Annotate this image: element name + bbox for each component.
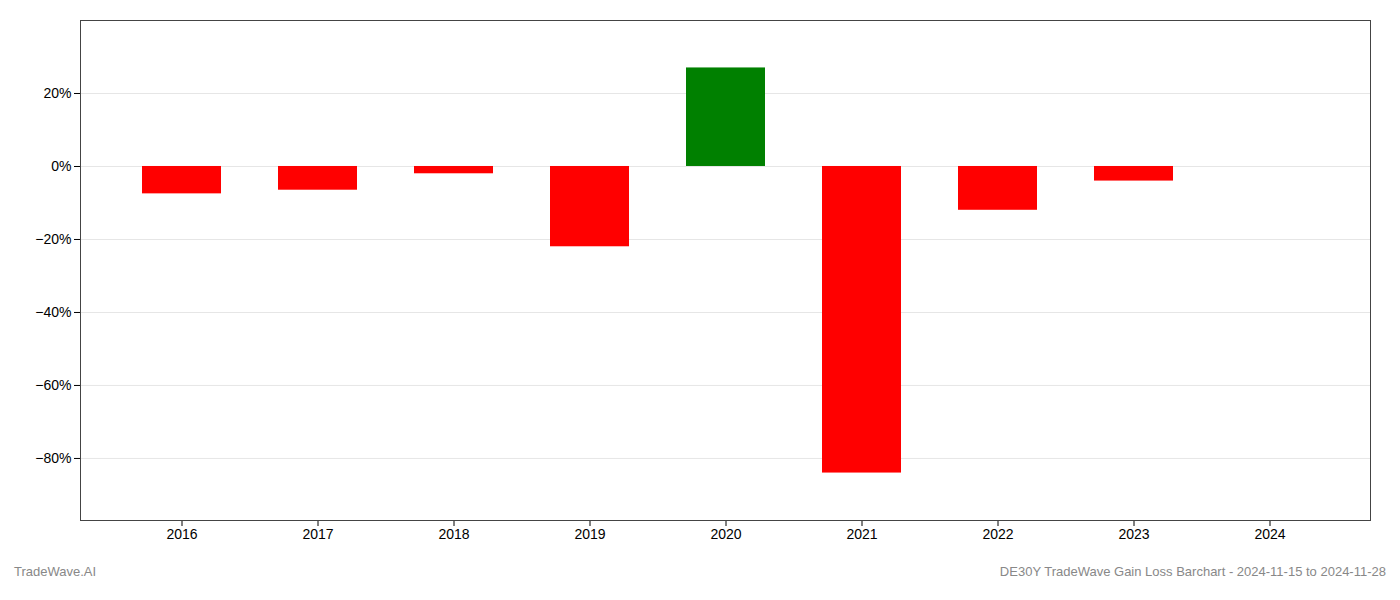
svg-text:2018: 2018 [438, 526, 469, 542]
svg-text:2022: 2022 [982, 526, 1013, 542]
svg-text:20%: 20% [43, 85, 71, 101]
svg-text:2020: 2020 [710, 526, 741, 542]
svg-text:2016: 2016 [166, 526, 197, 542]
svg-text:−80%: −80% [35, 450, 71, 466]
html-text:TradeWave.AI: TradeWave.AI [14, 564, 97, 579]
svg-text:0%: 0% [51, 158, 71, 174]
svg-text:−20%: −20% [35, 231, 71, 247]
svg-text:2024: 2024 [1254, 526, 1285, 542]
svg-text:−40%: −40% [35, 304, 71, 320]
svg-text:2021: 2021 [846, 526, 877, 542]
svg-text:−60%: −60% [35, 377, 71, 393]
svg-text:2023: 2023 [1118, 526, 1149, 542]
svg-text:2017: 2017 [302, 526, 333, 542]
html-text:DE30Y TradeWave Gain Loss Barc: DE30Y TradeWave Gain Loss Barchart - 202… [999, 564, 1386, 579]
svg-text:2019: 2019 [574, 526, 605, 542]
